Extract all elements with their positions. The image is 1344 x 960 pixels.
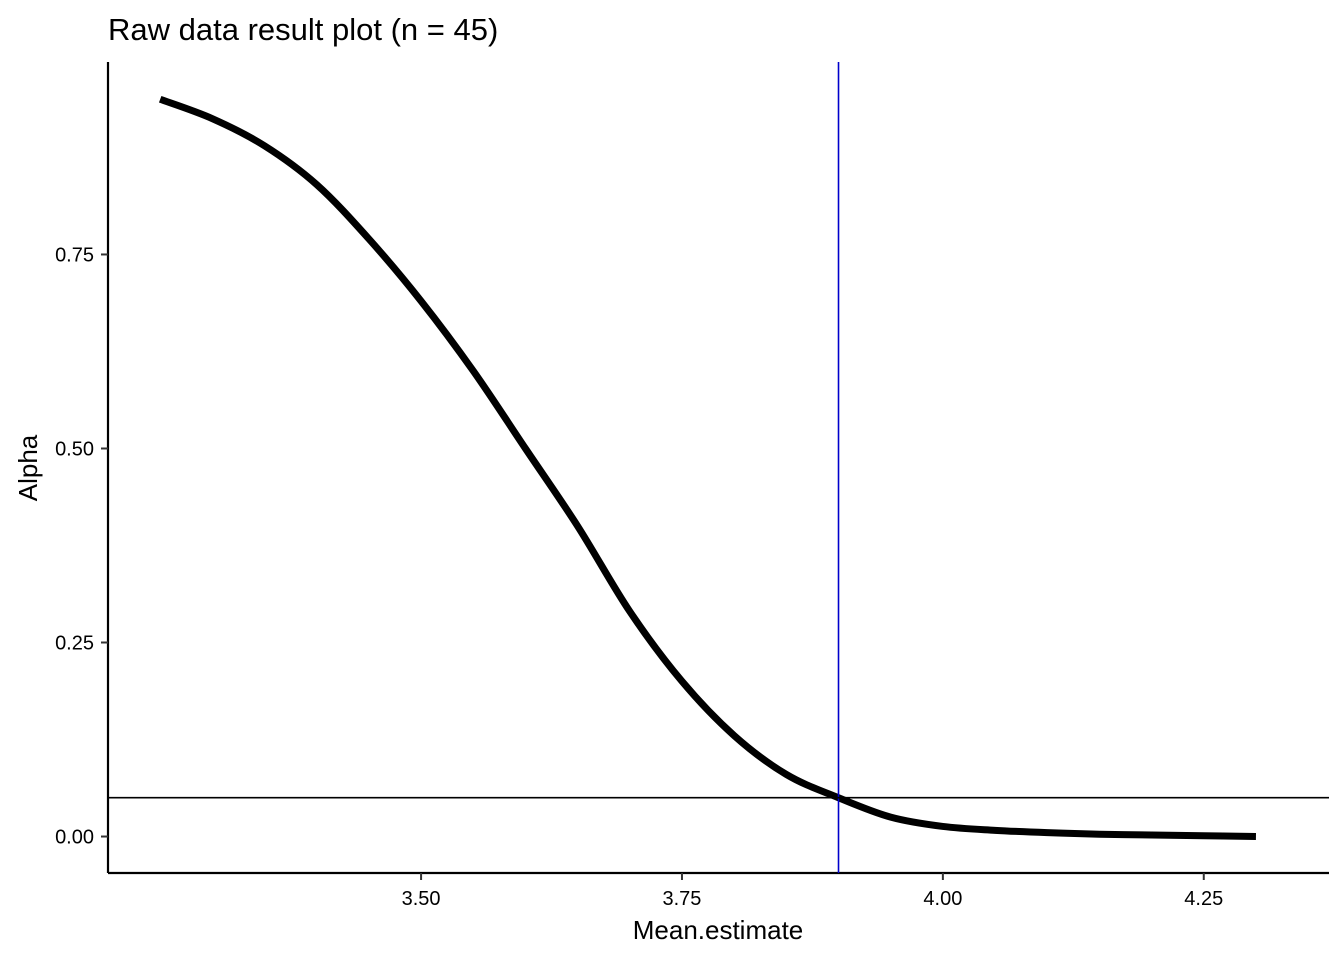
plot-area: 3.50 3.75 4.00 4.25 0.00 0.25 0.50 0.75 bbox=[55, 62, 1329, 910]
y-axis-title: Alpha bbox=[13, 434, 43, 501]
y-tick-label: 0.25 bbox=[55, 633, 94, 655]
series-line bbox=[158, 95, 1256, 841]
x-tick-label: 3.50 bbox=[402, 888, 441, 910]
x-tick-label: 4.00 bbox=[923, 888, 962, 910]
y-tick-label: 0.50 bbox=[55, 438, 94, 460]
y-tick-label: 0.00 bbox=[55, 827, 94, 849]
chart-title: Raw data result plot (n = 45) bbox=[108, 12, 498, 47]
y-tick-label: 0.75 bbox=[55, 244, 94, 266]
x-tick-label: 3.75 bbox=[663, 888, 702, 910]
x-axis-title: Mean.estimate bbox=[633, 915, 804, 945]
x-tick-label: 4.25 bbox=[1184, 888, 1223, 910]
